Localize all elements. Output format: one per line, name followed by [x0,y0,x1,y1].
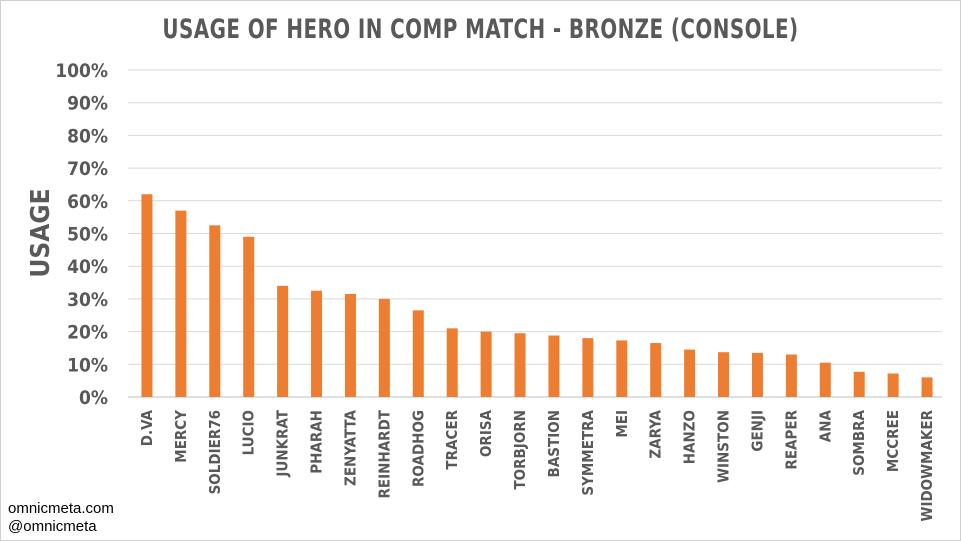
bar-mercy [175,210,187,397]
y-tick-label: 50% [67,224,108,246]
y-tick-label: 90% [67,93,108,115]
bar-reaper [785,354,797,397]
bar-lucio [243,236,255,397]
x-tick-label: REINHARDT [375,409,393,498]
x-tick-label: MEI [613,410,631,438]
x-tick-label: SYMMETRA [579,409,597,495]
y-tick-label: 30% [67,289,108,311]
bar-d-va [141,194,153,397]
bar-torbjorn [514,333,526,397]
y-tick-label: 20% [67,322,108,344]
y-tick-label: 0% [79,387,108,409]
bar-pharah [311,290,323,397]
y-tick-label: 100% [55,60,108,82]
chart-title: USAGE OF HERO IN COMP MATCH - BRONZE (CO… [162,14,799,45]
x-tick-label: MERCY [172,410,190,463]
y-tick-label: 10% [67,354,108,376]
x-tick-label: REAPER [782,409,800,469]
y-axis-title: USAGE [26,188,56,277]
x-tick-label: SOMBRA [850,409,868,475]
bar-sombra [853,371,865,397]
x-tick-label: TORBJORN [511,410,529,490]
x-tick-label: TRACER [443,409,461,469]
bar-genji [751,352,763,397]
bar-ana [819,362,831,397]
bar-hanzo [684,349,696,397]
y-tick-label: 40% [67,256,108,278]
x-tick-label: WINSTON [715,410,733,483]
x-tick-label: JUNKRAT [274,409,292,477]
x-tick-label: HANZO [681,410,699,464]
x-tick-label: MCCREE [884,410,902,472]
y-tick-label: 70% [67,158,108,180]
bar-junkrat [277,285,289,397]
x-tick-label: ZENYATTA [341,409,359,486]
x-tick-label: WIDOWMAKER [918,409,936,521]
bar-reinhardt [378,298,390,397]
bar-orisa [480,331,492,397]
bar-zenyatta [344,293,356,397]
x-tick-label: SOLDIER76 [206,410,224,494]
x-tick-label: ANA [816,409,834,442]
bar-zarya [650,343,662,397]
bar-tracer [446,328,458,397]
x-tick-label: ROADHOG [409,410,427,487]
bar-soldier76 [209,225,221,397]
y-tick-label: 80% [67,125,108,147]
bar-roadhog [412,310,424,397]
x-tick-label: GENJI [748,410,766,452]
x-tick-label: D.VA [138,409,156,446]
y-tick-label: 60% [67,191,108,213]
x-tick-label: LUCIO [240,410,258,455]
bar-mccree [887,373,899,397]
x-tick-label: PHARAH [308,410,326,474]
bar-winston [718,352,730,397]
credit-site: omnicmeta.com [8,500,114,517]
credit-handle: @omnicmeta [8,518,97,535]
bar-mei [616,340,628,397]
x-tick-label: ZARYA [647,409,665,458]
bar-bastion [548,335,560,397]
x-tick-label: BASTION [545,410,563,477]
x-tick-label: ORISA [477,409,495,457]
bar-widowmaker [921,377,933,397]
bar-symmetra [582,338,594,397]
